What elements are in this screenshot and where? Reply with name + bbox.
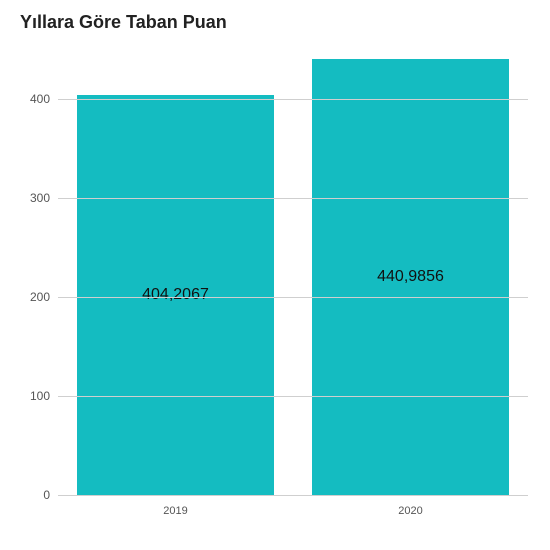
grid-line: [58, 99, 528, 100]
bars-layer: 404,2067 440,9856: [58, 50, 528, 495]
x-tick-label: 2019: [163, 505, 187, 517]
grid-line: [58, 297, 528, 298]
bar-value-label: 440,9856: [312, 268, 509, 286]
bar: 404,2067: [77, 95, 274, 495]
y-tick-label: 100: [30, 389, 50, 403]
grid-line: [58, 198, 528, 199]
chart-title: Yıllara Göre Taban Puan: [20, 12, 227, 33]
y-tick-label: 0: [43, 488, 50, 502]
y-tick-label: 300: [30, 191, 50, 205]
x-tick-label: 2020: [398, 505, 422, 517]
bar-value-label: 404,2067: [77, 286, 274, 304]
y-tick-label: 400: [30, 92, 50, 106]
y-tick-label: 200: [30, 290, 50, 304]
bar: 440,9856: [312, 59, 509, 495]
grid-line: [58, 495, 528, 496]
grid-line: [58, 396, 528, 397]
plot-area: 404,2067440,9856 010020030040020192020: [58, 50, 528, 495]
